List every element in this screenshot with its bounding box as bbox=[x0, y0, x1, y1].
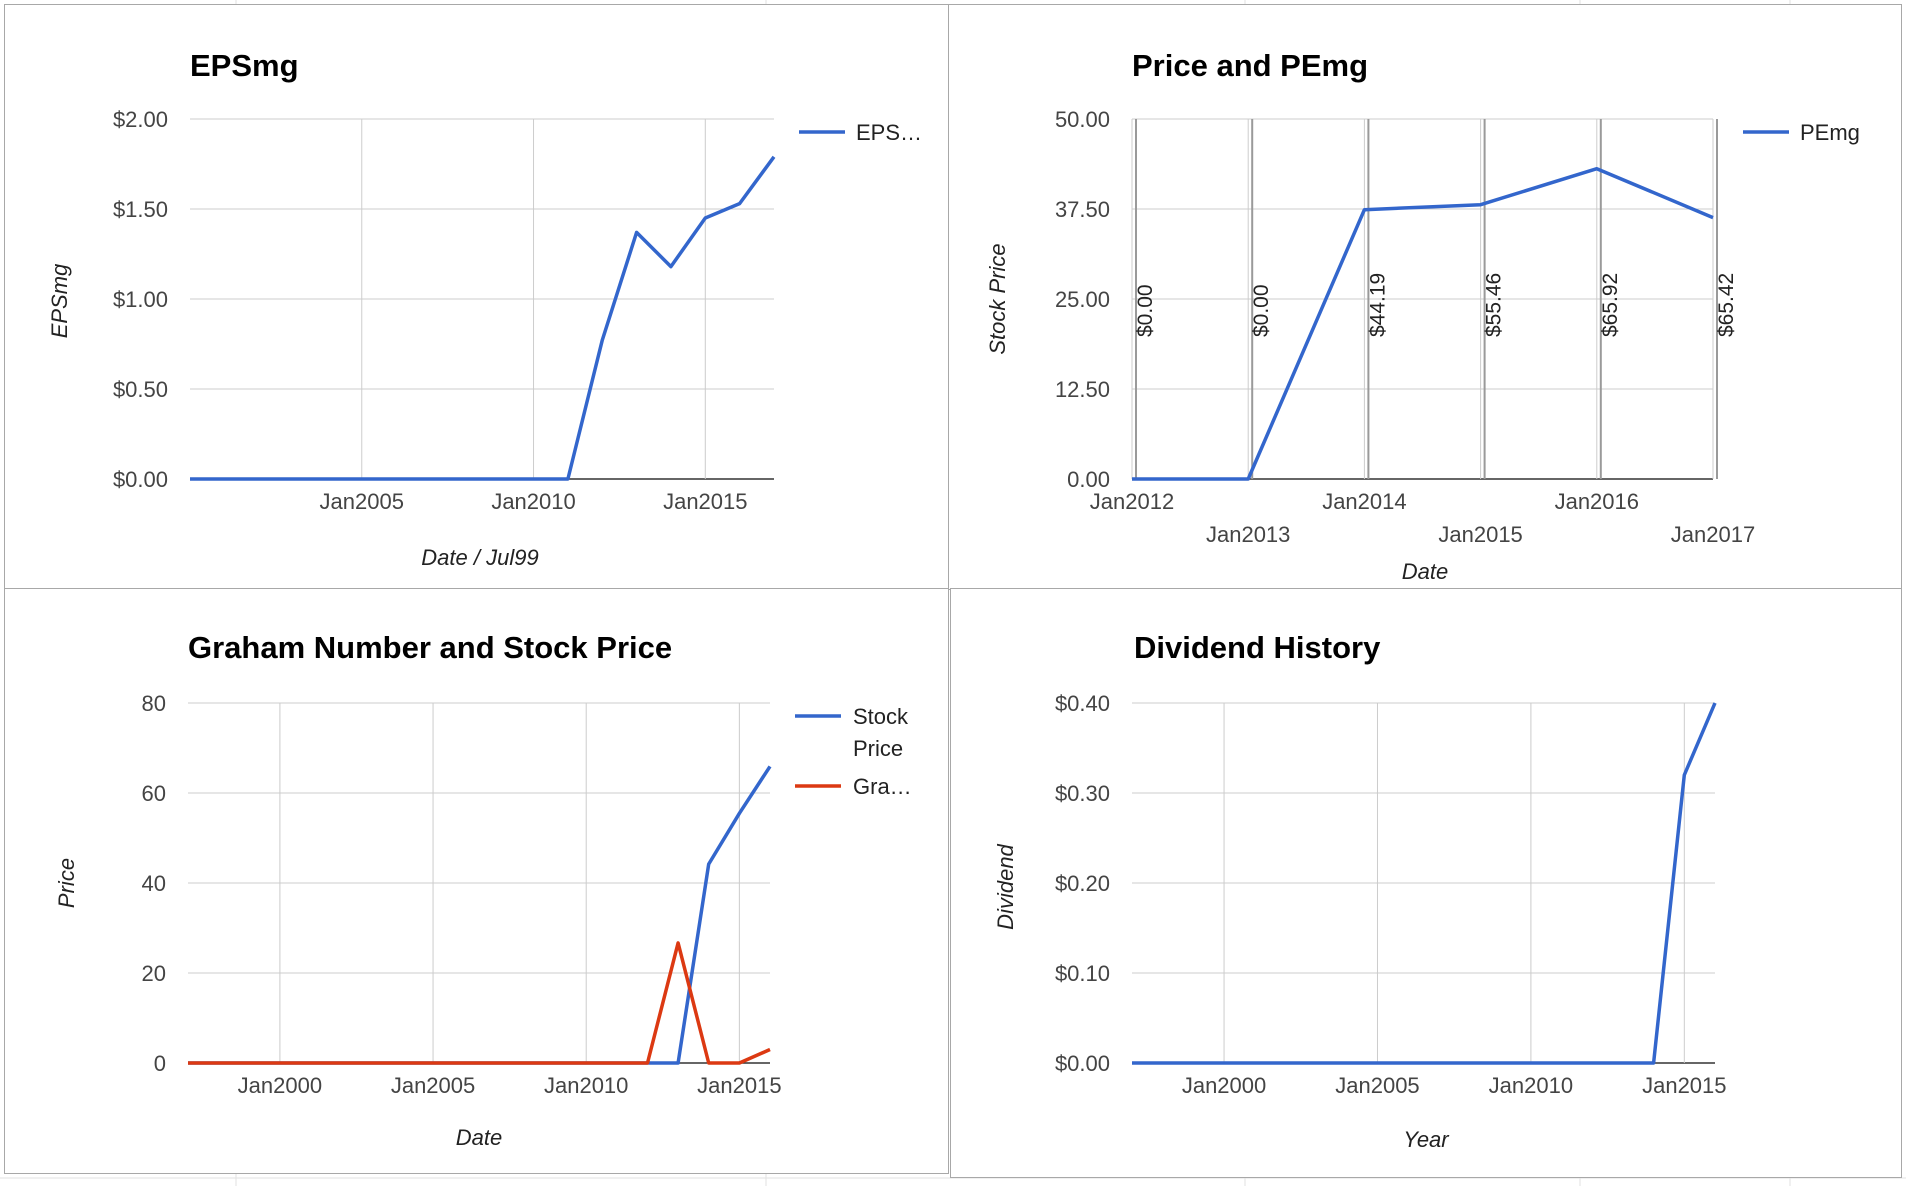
price-series-line-0 bbox=[1132, 166, 1714, 481]
eps-x-tick-label: Jan2010 bbox=[491, 489, 575, 514]
graham-y-tick-label: 20 bbox=[142, 961, 166, 986]
graham-legend-label-stock: Stock Price bbox=[853, 704, 914, 761]
price-annotation-label: $65.92 bbox=[1599, 273, 1622, 337]
price-legend[interactable]: PEmg bbox=[1743, 120, 1860, 145]
graham-series-lines bbox=[188, 765, 772, 1065]
graham-legend-stock-line1: Stock bbox=[853, 704, 909, 729]
price-x-tick-label: Jan2013 bbox=[1206, 522, 1290, 547]
eps-gridlines bbox=[190, 118, 774, 480]
price-annotation-label: $0.00 bbox=[1250, 284, 1273, 337]
graham-series-line-1 bbox=[188, 941, 771, 1065]
price-y-tick-label: 0.00 bbox=[1067, 467, 1110, 492]
dividend-y-axis-label: Dividend bbox=[993, 843, 1018, 929]
price-x-tick-label: Jan2016 bbox=[1555, 489, 1639, 514]
dividend-y-tick-label: $0.40 bbox=[1055, 691, 1110, 716]
graham-x-tick-label: Jan2015 bbox=[697, 1073, 781, 1098]
eps-y-tick-label: $2.00 bbox=[113, 107, 168, 132]
dividend-y-tick-label: $0.20 bbox=[1055, 871, 1110, 896]
price-y-tick-labels: 0.00 12.50 25.00 37.50 50.00 bbox=[1055, 107, 1110, 492]
eps-y-tick-label: $0.00 bbox=[113, 467, 168, 492]
eps-y-tick-label: $0.50 bbox=[113, 377, 168, 402]
dividend-chart-title: Dividend History bbox=[1134, 630, 1381, 665]
price-x-tick-labels: Jan2012 Jan2014 Jan2016 Jan2013 Jan2015 Jan20… bbox=[1090, 489, 1755, 547]
eps-x-tick-labels: Jan2005 Jan2010 Jan2015 bbox=[320, 489, 748, 514]
dividend-series-lines bbox=[1132, 702, 1717, 1065]
dividend-x-tick-label: Jan2015 bbox=[1642, 1073, 1726, 1098]
eps-y-tick-label: $1.50 bbox=[113, 197, 168, 222]
graham-legend-label-graham: Gra… bbox=[853, 774, 912, 799]
graham-y-tick-label: 80 bbox=[142, 691, 166, 716]
price-x-axis-label: Date bbox=[1402, 559, 1448, 584]
eps-y-tick-label: $1.00 bbox=[113, 287, 168, 312]
dividend-x-tick-label: Jan2005 bbox=[1335, 1073, 1419, 1098]
price-y-tick-label: 12.50 bbox=[1055, 377, 1110, 402]
eps-x-tick-label: Jan2005 bbox=[320, 489, 404, 514]
graham-x-tick-labels: Jan2000 Jan2005 Jan2010 Jan2015 bbox=[238, 1073, 782, 1098]
price-y-axis-label: Stock Price bbox=[985, 243, 1010, 354]
eps-legend[interactable]: EPS… bbox=[799, 120, 922, 145]
dividend-chart-panel: Dividend History $0.00 $0.10 $0.20 $0.30 $0.… bbox=[950, 588, 1902, 1178]
price-annotation-lines: $0.00 $0.00 $44.19 $55.46 $65.92 $65.42 bbox=[1134, 119, 1738, 479]
price-y-tick-label: 25.00 bbox=[1055, 287, 1110, 312]
graham-y-tick-label: 40 bbox=[142, 871, 166, 896]
price-x-tick-label: Jan2012 bbox=[1090, 489, 1174, 514]
graham-gridlines bbox=[188, 702, 770, 1064]
price-annotation-label: $44.19 bbox=[1366, 273, 1389, 337]
eps-chart-title: EPSmg bbox=[190, 48, 299, 83]
eps-chart-panel: EPSmg $0.00 $0.50 $1.00 $1.50 $2.00 Jan2005 J… bbox=[4, 4, 949, 590]
eps-x-tick-label: Jan2015 bbox=[663, 489, 747, 514]
price-y-tick-label: 37.50 bbox=[1055, 197, 1110, 222]
graham-y-tick-label: 60 bbox=[142, 781, 166, 806]
graham-chart-title: Graham Number and Stock Price bbox=[188, 630, 672, 665]
eps-y-axis-label: EPSmg bbox=[47, 263, 72, 338]
graham-x-tick-label: Jan2000 bbox=[238, 1073, 322, 1098]
dividend-y-tick-label: $0.10 bbox=[1055, 961, 1110, 986]
dividend-gridlines bbox=[1132, 702, 1715, 1064]
graham-legend-stock-line2: Price bbox=[853, 736, 903, 761]
dividend-series-line-0 bbox=[1132, 702, 1717, 1065]
dividend-y-tick-label: $0.00 bbox=[1055, 1051, 1110, 1076]
price-x-tick-label: Jan2014 bbox=[1322, 489, 1406, 514]
eps-y-tick-labels: $0.00 $0.50 $1.00 $1.50 $2.00 bbox=[113, 107, 168, 492]
dividend-y-tick-labels: $0.00 $0.10 $0.20 $0.30 $0.40 bbox=[1055, 691, 1110, 1076]
eps-legend-label: EPS… bbox=[856, 120, 922, 145]
price-annotation-label: $0.00 bbox=[1134, 284, 1157, 337]
price-pemg-chart: Price and PEmg $0.00 $0.00 $44.19 $55.46 $65… bbox=[985, 48, 1860, 584]
eps-series-line-0 bbox=[190, 155, 776, 481]
price-y-tick-label: 50.00 bbox=[1055, 107, 1110, 132]
price-chart-title: Price and PEmg bbox=[1132, 48, 1368, 83]
graham-series-line-0 bbox=[188, 765, 772, 1065]
graham-y-axis-label: Price bbox=[54, 858, 79, 908]
price-pemg-chart-panel: Price and PEmg $0.00 $0.00 $44.19 $55.46 $65… bbox=[948, 4, 1902, 590]
eps-chart: EPSmg $0.00$0.50$1.00$1.50$2.00 Jan2005 J… bbox=[47, 48, 922, 570]
graham-x-tick-label: Jan2005 bbox=[391, 1073, 475, 1098]
dividend-x-tick-label: Jan2000 bbox=[1182, 1073, 1266, 1098]
dividend-x-tick-label: Jan2010 bbox=[1489, 1073, 1573, 1098]
price-x-tick-label: Jan2017 bbox=[1671, 522, 1755, 547]
price-legend-label: PEmg bbox=[1800, 120, 1860, 145]
graham-legend[interactable]: Stock Price Gra… bbox=[795, 704, 914, 799]
dividend-x-axis-label: Year bbox=[1403, 1127, 1450, 1152]
eps-series-lines bbox=[190, 155, 776, 481]
dividend-chart: Dividend History $0.00$0.10$0.20$0.30$0.… bbox=[993, 630, 1727, 1152]
dividend-y-tick-label: $0.30 bbox=[1055, 781, 1110, 806]
graham-chart-panel: Graham Number and Stock Price 0 20 40 60 80 … bbox=[4, 588, 949, 1174]
graham-y-tick-labels: 0 20 40 60 80 bbox=[142, 691, 166, 1076]
price-gridlines bbox=[1131, 118, 1714, 480]
graham-y-tick-label: 0 bbox=[154, 1051, 166, 1076]
graham-x-axis-label: Date bbox=[456, 1125, 502, 1150]
price-annotation-label: $65.42 bbox=[1715, 273, 1738, 337]
price-x-tick-label: Jan2015 bbox=[1438, 522, 1522, 547]
graham-x-tick-label: Jan2010 bbox=[544, 1073, 628, 1098]
dividend-x-tick-labels: Jan2000 Jan2005 Jan2010 Jan2015 bbox=[1182, 1073, 1727, 1098]
graham-chart: Graham Number and Stock Price 020406080 … bbox=[54, 630, 914, 1150]
eps-x-axis-label: Date / Jul99 bbox=[421, 545, 538, 570]
price-series-lines bbox=[1132, 166, 1714, 481]
price-annotation-label: $55.46 bbox=[1483, 273, 1506, 337]
